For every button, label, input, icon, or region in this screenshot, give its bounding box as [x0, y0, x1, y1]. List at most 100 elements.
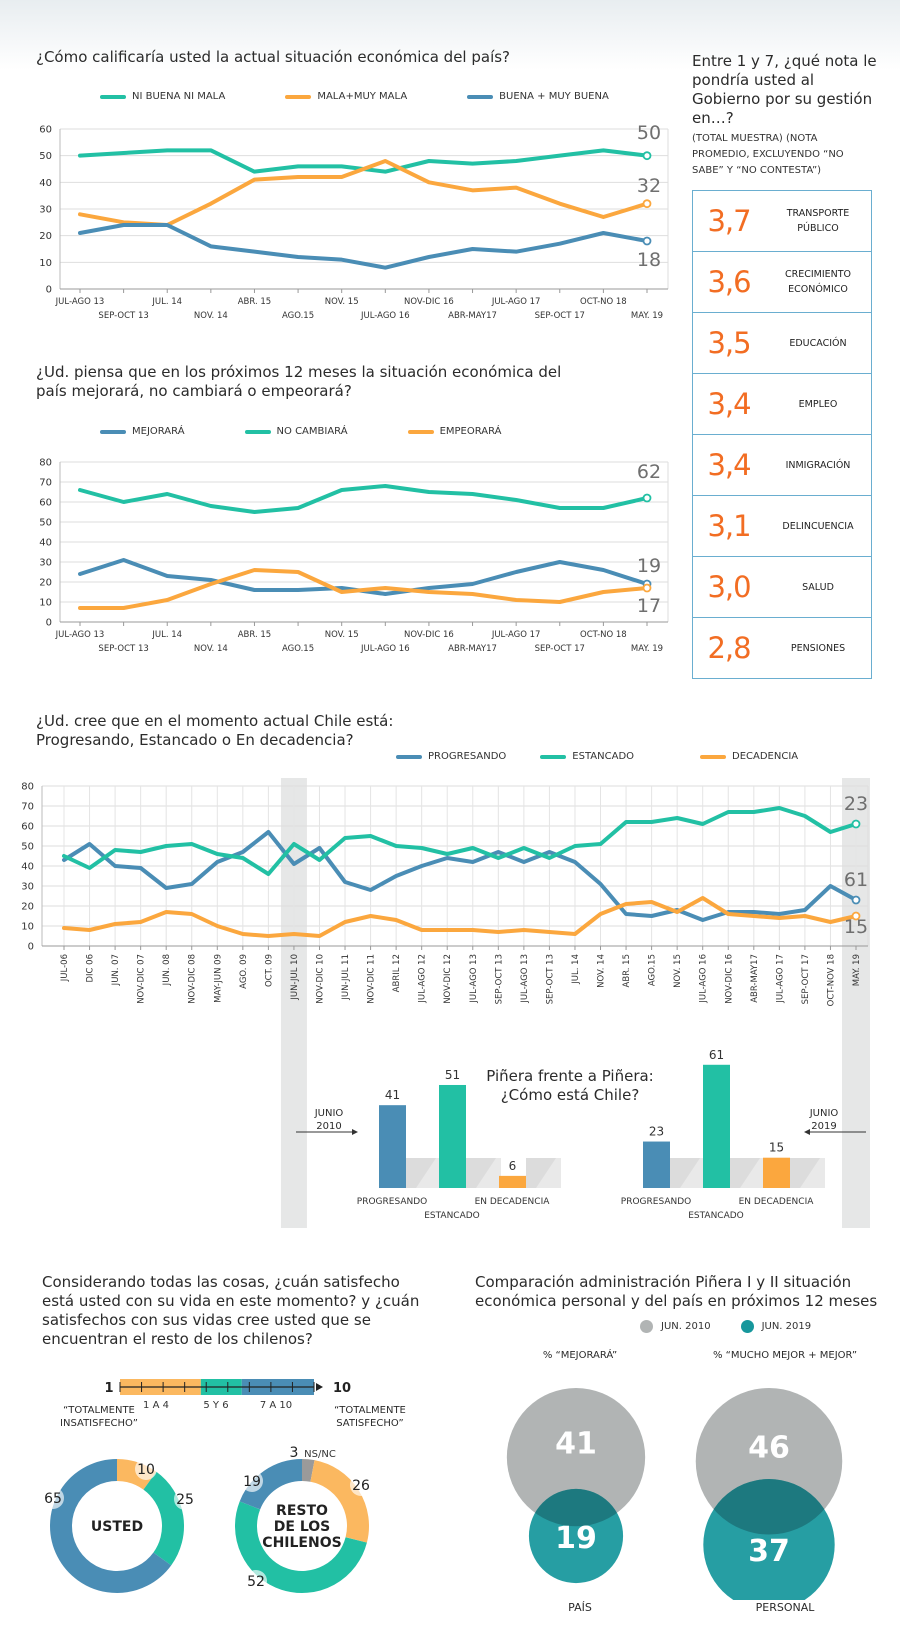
donut-slice	[239, 1459, 303, 1510]
bubble-overlap	[703, 1479, 835, 1535]
x-tick-label: MAY. 19	[631, 311, 663, 321]
x-tick-label: JUL. 14	[571, 954, 581, 985]
pinera-left-label: JUNIO 2010	[314, 1108, 344, 1132]
donut-center-label: RESTO	[276, 1503, 328, 1519]
grade-label: EMPLEO	[798, 398, 838, 410]
bar-shadow	[730, 1158, 760, 1188]
y-tick-label: 60	[39, 125, 52, 136]
chart2-legend: MEJORARÁ NO CAMBIARÁ EMPEORARÁ	[100, 426, 562, 437]
legend-item: BUENA + MUY BUENA	[467, 91, 609, 102]
donut-slice	[50, 1459, 172, 1593]
legend-swatch	[100, 94, 126, 99]
y-tick-label: 70	[39, 478, 52, 489]
chart3-title: ¿Ud. cree que en el momento actual Chile…	[36, 712, 394, 749]
legend-label: MALA+MUY MALA	[317, 91, 408, 102]
grade-row: 2,8 PENSIONES	[693, 618, 871, 678]
x-tick-label: JUL-AGO 17	[775, 954, 785, 1004]
y-tick-label: 50	[39, 518, 52, 529]
grade-row: 3,5 EDUCACIÓN	[693, 313, 871, 374]
y-tick-label: 80	[39, 458, 52, 469]
grade-row: 3,6 CRECIMIENTO ECONÓMICO	[693, 252, 871, 313]
x-tick-label: SEP-OCT 17	[535, 644, 585, 654]
y-tick-label: 80	[21, 782, 34, 793]
x-tick-label: AGO.15	[282, 644, 314, 654]
x-tick-label: JUL-AGO 13	[55, 297, 105, 307]
comparison-col2-footer: PERSONAL	[755, 1601, 815, 1614]
x-tick-label: ABR. 15	[238, 297, 271, 307]
bar-value-label: 6	[509, 1159, 517, 1173]
legend-label: NO CAMBIARÁ	[276, 426, 348, 437]
bar-category-label: EN DECADENCIA	[739, 1197, 815, 1207]
value-badge	[350, 1474, 372, 1496]
y-tick-label: 0	[46, 618, 52, 629]
legend-label: JUN. 2019	[761, 1321, 812, 1332]
x-tick-label: JUL-AGO 13	[55, 630, 105, 640]
end-value-label: 17	[637, 595, 661, 617]
x-tick-label: AGO.15	[648, 954, 658, 986]
end-value-label: 62	[637, 461, 661, 483]
legend-item: MEJORARÁ	[100, 426, 185, 437]
x-tick-label: NOV. 15	[325, 297, 359, 307]
comparison-title: Comparación administración Piñera I y II…	[475, 1273, 878, 1310]
x-tick-label: JUN-JUL 10	[290, 954, 300, 1001]
series-line	[78, 568, 649, 610]
series-end-marker	[851, 819, 861, 829]
legend-item: NO CAMBIARÁ	[244, 426, 348, 437]
bar	[703, 1064, 730, 1188]
y-tick-label: 50	[21, 842, 34, 853]
x-tick-label: NOV-DIC 16	[724, 954, 734, 1004]
y-tick-label: 40	[39, 538, 52, 549]
x-tick-label: NOV. 14	[194, 311, 228, 321]
bar	[379, 1105, 406, 1188]
chart3-line-chart: 0 10 20 30 40 50 60 70 80 JUL-06 DIC 06 JUN. 07 NOV-…	[21, 778, 870, 1228]
x-tick-label: JUL-AGO 16	[360, 644, 410, 654]
legend-label: EMPEORARÁ	[439, 426, 502, 437]
legend-item: PROGRESANDO	[396, 751, 506, 762]
x-tick-label: SEP-OCT 13	[545, 954, 555, 1004]
donut-value-label: 19	[243, 1474, 261, 1490]
x-tick-label: NOV-DIC 08	[188, 954, 198, 1004]
x-tick-label: JUN-JUL 11	[341, 954, 351, 1001]
bar-value-label: 51	[445, 1068, 460, 1082]
bubble-value-label: 19	[555, 1521, 597, 1556]
legend-item: DECADENCIA	[700, 751, 798, 762]
chart3-legend: PROGRESANDO ESTANCADO DECADENCIA	[396, 751, 858, 762]
value-badge	[245, 1570, 267, 1592]
y-tick-label: 10	[39, 258, 52, 269]
x-tick-label: NOV-DIC 16	[404, 630, 454, 640]
x-tick-label: NOV. 14	[194, 644, 228, 654]
x-tick-label: SEP-OCT 13	[98, 644, 148, 654]
x-tick-label: SEP-OCT 17	[535, 311, 585, 321]
bar-value-label: 23	[649, 1125, 664, 1139]
end-value-label: 15	[844, 916, 868, 938]
chart1-legend: NI BUENA NI MALA MALA+MUY MALA BUENA + M…	[100, 91, 669, 102]
bar-category-label: PROGRESANDO	[621, 1197, 691, 1207]
x-tick-label: JUN. 07	[111, 954, 121, 986]
bubble-value-label: 46	[748, 1431, 790, 1466]
x-tick-label: NOV. 15	[325, 630, 359, 640]
x-tick-label: ABR-MAY17	[448, 311, 497, 321]
bubble-2010	[506, 1388, 646, 1527]
legend-item: NI BUENA NI MALA	[100, 91, 225, 102]
series-end-marker	[642, 199, 652, 209]
x-tick-label: OCT-NOV 18	[826, 954, 836, 1006]
y-tick-label: 20	[39, 231, 52, 242]
y-tick-label: 70	[21, 802, 34, 813]
grade-label: EDUCACIÓN	[789, 337, 847, 349]
donut-value-label: 52	[247, 1574, 265, 1590]
bar-shadow	[790, 1158, 820, 1188]
series-line	[62, 806, 858, 876]
legend-label: NI BUENA NI MALA	[132, 91, 226, 102]
grade-row: 3,4 INMIGRACIÓN	[693, 435, 871, 496]
nsnc-label: NS/NC	[304, 1449, 336, 1460]
x-tick-label: NOV-DIC 10	[315, 954, 325, 1004]
scale-left-caption: “TOTALMENTE INSATISFECHO”	[60, 1405, 138, 1429]
x-tick-label: NOV. 14	[597, 954, 607, 988]
x-tick-label: JUL-AGO 13	[520, 954, 530, 1004]
x-tick-label: ABR-MAY17	[448, 644, 497, 654]
donut-slice	[301, 1459, 315, 1482]
bubble-value-label: 41	[555, 1427, 597, 1462]
x-tick-label: ABRIL 12	[392, 954, 402, 992]
arrow-head	[804, 1129, 810, 1135]
